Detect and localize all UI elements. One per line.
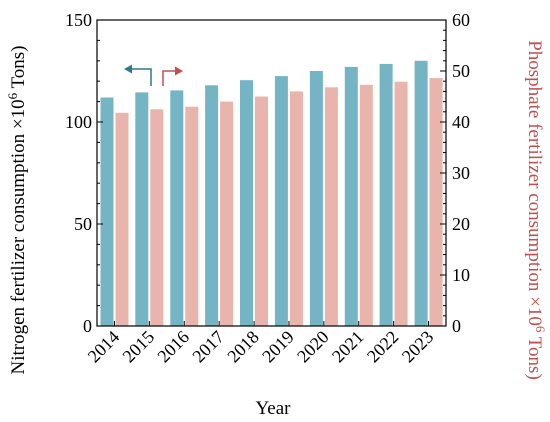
bar-right-2016: [185, 106, 199, 326]
bar-right-2017: [220, 101, 234, 326]
right-axis-title-unit: Tons): [524, 332, 545, 379]
bar-right-2020: [324, 87, 338, 326]
bar-left-2016: [170, 90, 184, 327]
right-tick-label: 60: [452, 10, 470, 30]
bar-right-2019: [289, 91, 303, 327]
left-axis-title: Nitrogen fertilizer consumption ×106 Ton…: [5, 46, 29, 375]
bar-right-2018: [255, 96, 268, 326]
bar-left-2023: [414, 60, 428, 327]
bar-left-2020: [309, 71, 323, 326]
right-tick-label: 50: [452, 61, 470, 81]
x-tick-label: 2018: [223, 327, 263, 367]
right-tick-label: 30: [452, 163, 470, 183]
bar-right-2014: [115, 112, 129, 326]
left-axis-title-sup: 6: [5, 92, 20, 99]
bar-left-2015: [135, 92, 149, 327]
x-tick-label: 2015: [119, 327, 159, 367]
right-axis-title-main: Phosphate fertilizer consumption ×10: [524, 40, 545, 326]
left-tick-label: 50: [74, 214, 92, 234]
bar-left-2014: [100, 97, 114, 326]
right-tick-label: 0: [452, 316, 461, 336]
x-tick-label: 2023: [398, 327, 438, 367]
x-tick-label: 2020: [293, 327, 333, 367]
right-tick-label: 10: [452, 265, 470, 285]
x-tick-label: 2019: [258, 327, 298, 367]
bar-right-2015: [150, 109, 164, 327]
bar-left-2021: [344, 66, 358, 327]
left-axis-title-main: Nitrogen fertilizer consumption ×10: [8, 99, 29, 374]
bar-left-2017: [205, 85, 219, 326]
left-arrow-icon: [124, 64, 152, 86]
bar-right-2022: [394, 81, 408, 326]
bar-right-2023: [429, 78, 443, 326]
right-tick-label: 40: [452, 112, 470, 132]
bar-left-2019: [274, 76, 288, 326]
right-axis-title: Phosphate fertilizer consumption ×106 To…: [524, 40, 548, 380]
right-axis-title-sup: 6: [533, 326, 548, 333]
plot-frame: [96, 19, 447, 327]
bar-left-2022: [379, 63, 393, 327]
bars-group: [100, 60, 443, 327]
x-tick-label: 2022: [363, 327, 403, 367]
x-axis-title: Year: [255, 398, 291, 419]
x-tick-label: 2021: [328, 327, 368, 367]
left-axis-title-unit: Tons): [8, 46, 29, 93]
left-tick-label: 0: [83, 316, 92, 336]
bar-left-2018: [240, 80, 253, 326]
left-tick-label: 150: [65, 10, 92, 30]
axes-group: [96, 19, 447, 327]
x-tick-label: 2016: [153, 327, 193, 367]
x-tick-label: 2017: [188, 327, 228, 367]
right-tick-label: 20: [452, 214, 470, 234]
bar-right-2021: [359, 84, 373, 326]
left-tick-label: 100: [65, 112, 92, 132]
right-arrow-icon: [162, 66, 183, 86]
